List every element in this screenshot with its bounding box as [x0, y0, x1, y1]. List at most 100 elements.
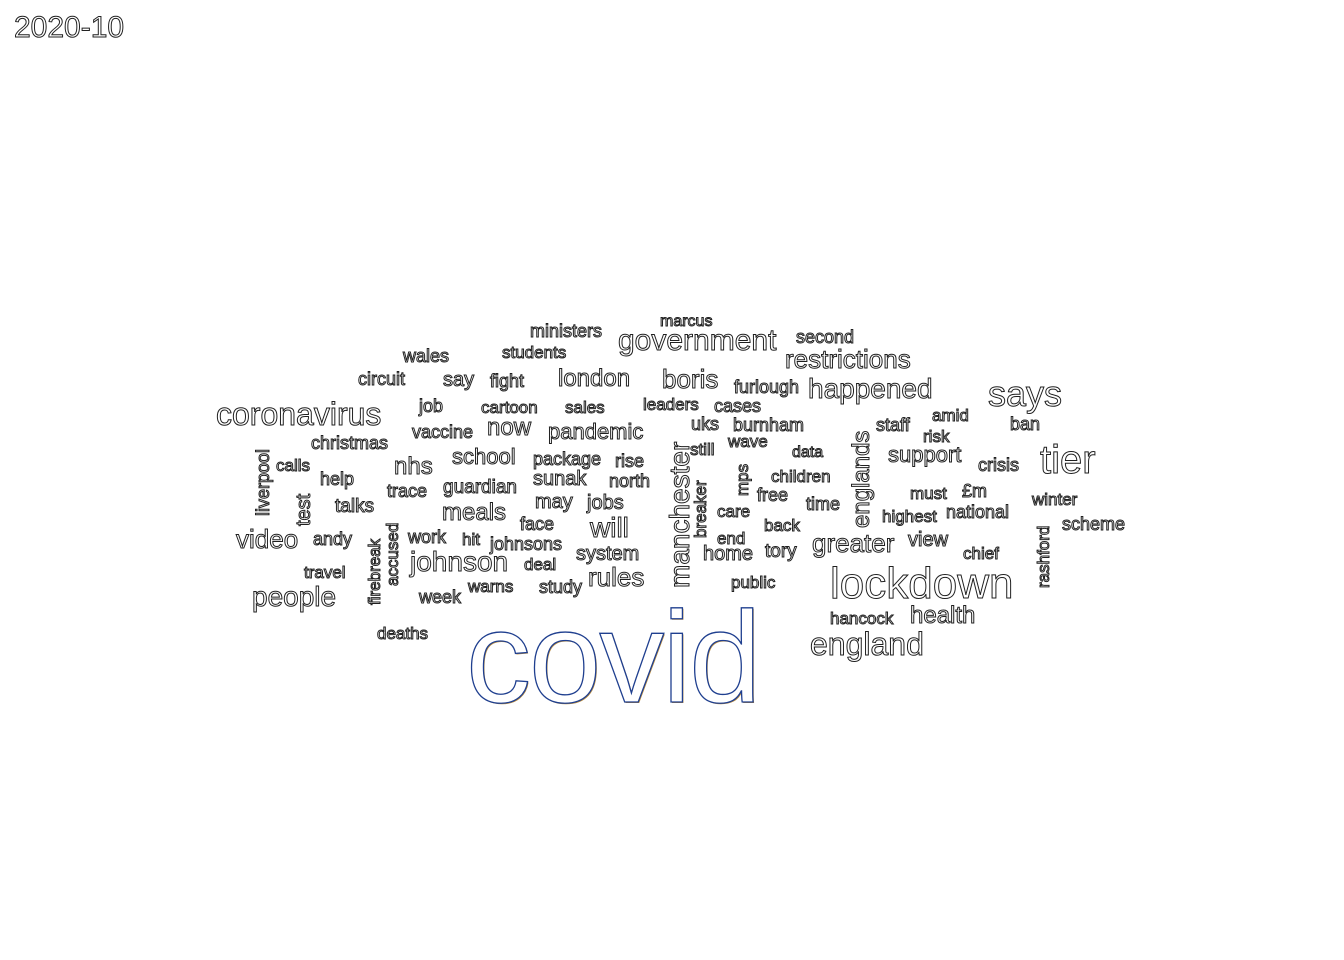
word-covid: covid: [465, 584, 762, 730]
word-risk: risk: [922, 427, 950, 446]
word-time: time: [805, 494, 841, 514]
word-pandemic: pandemic: [547, 419, 644, 444]
word-north: north: [608, 471, 651, 491]
word-will: will: [590, 512, 630, 543]
word-england: england: [810, 626, 925, 662]
word-help: help: [319, 469, 355, 489]
word-deal: deal: [523, 555, 557, 574]
word-people: people: [251, 581, 337, 612]
word-face: face: [519, 514, 555, 534]
word-jobs: jobs: [587, 492, 625, 514]
word-johnsons: johnsons: [489, 534, 563, 554]
word-happened: happened: [808, 373, 934, 404]
word-cases: cases: [713, 396, 762, 416]
word-calls: calls: [275, 456, 311, 475]
word-free: free: [756, 485, 789, 505]
word-talks: talks: [334, 496, 375, 517]
word-package: package: [532, 449, 602, 469]
word-lockdown: lockdown: [829, 559, 1014, 608]
word-video: video: [235, 524, 299, 554]
word-andy: andy: [312, 529, 353, 549]
word-boris: boris: [661, 364, 719, 394]
word-study: study: [538, 577, 583, 597]
word-health: health: [909, 602, 976, 629]
word-leaders: leaders: [643, 395, 700, 414]
word-mps: mps: [733, 463, 753, 496]
word-rules: rules: [587, 562, 645, 592]
word-data: data: [791, 444, 824, 461]
word-now: now: [486, 414, 532, 441]
word-job: job: [418, 396, 444, 416]
word-wales: wales: [402, 346, 450, 366]
word-must: must: [910, 484, 948, 503]
word-sales: sales: [565, 398, 606, 417]
word-greater: greater: [811, 528, 895, 558]
word-support: support: [887, 442, 962, 467]
word-firebreak: firebreak: [365, 538, 385, 605]
word-crisis: crisis: [978, 455, 1020, 475]
word-marcus: marcus: [659, 313, 713, 330]
word-staff: staff: [876, 415, 911, 435]
page-title: 2020-10: [13, 11, 125, 45]
word-school: school: [452, 444, 517, 469]
word-scheme: scheme: [1061, 514, 1126, 534]
word-hancock: hancock: [829, 609, 894, 628]
word-christmas: christmas: [310, 433, 389, 453]
word-says: says: [987, 373, 1063, 414]
word-system: system: [575, 543, 640, 565]
word-rise: rise: [614, 451, 645, 471]
word-ban: ban: [1009, 414, 1041, 434]
word-back: back: [764, 516, 801, 535]
word-may: may: [535, 491, 574, 513]
word-breaker: breaker: [691, 480, 711, 539]
word-ministers: ministers: [529, 321, 603, 341]
word-vaccine: vaccine: [411, 422, 474, 442]
word-winter: winter: [1031, 490, 1078, 509]
word-accused: accused: [383, 522, 403, 586]
word-work: work: [407, 527, 447, 547]
word-tory: tory: [765, 541, 798, 562]
word-national: national: [945, 502, 1010, 522]
word-week: week: [418, 587, 462, 607]
word-travel: travel: [304, 563, 347, 582]
word-view: view: [907, 529, 949, 551]
word-warns: warns: [467, 577, 514, 596]
word-care: care: [716, 502, 751, 521]
word-coronavirus: coronavirus: [215, 396, 382, 432]
word-cartoon: cartoon: [481, 398, 539, 417]
word-wave: wave: [728, 432, 769, 451]
word-government: government: [617, 324, 777, 357]
word-hit: hit: [462, 530, 481, 549]
word-deaths: deaths: [376, 624, 429, 643]
word-burnham: burnham: [732, 415, 805, 435]
word-amid: amid: [932, 406, 970, 425]
word-home: home: [702, 543, 754, 565]
word-still: still: [690, 440, 716, 459]
word-london: london: [557, 365, 631, 392]
word-test: test: [293, 493, 316, 526]
word-uks: uks: [690, 414, 720, 434]
word-say: say: [442, 369, 475, 391]
word-johnson: johnson: [409, 546, 509, 577]
word-rashford: rashford: [1034, 525, 1054, 588]
word-liverpool: liverpool: [253, 448, 274, 516]
word-circuit: circuit: [357, 369, 406, 389]
word-tier: tier: [1040, 438, 1097, 482]
word-fight: fight: [489, 371, 525, 391]
word-trace: trace: [386, 481, 428, 501]
word-second: second: [795, 327, 855, 347]
word-sunak: sunak: [532, 468, 587, 490]
word-meals: meals: [441, 499, 507, 526]
word-public: public: [730, 573, 776, 592]
word-nhs: nhs: [394, 453, 434, 480]
word-chief: chief: [963, 544, 1000, 563]
word-manchester: manchester: [664, 441, 696, 588]
word-englands: englands: [848, 430, 876, 528]
word-end: end: [716, 529, 746, 548]
word-students: students: [501, 343, 567, 362]
word-furlough: furlough: [733, 377, 800, 397]
word-children: children: [771, 467, 832, 486]
word-guardian: guardian: [443, 477, 518, 498]
word-highest: highest: [882, 507, 938, 526]
